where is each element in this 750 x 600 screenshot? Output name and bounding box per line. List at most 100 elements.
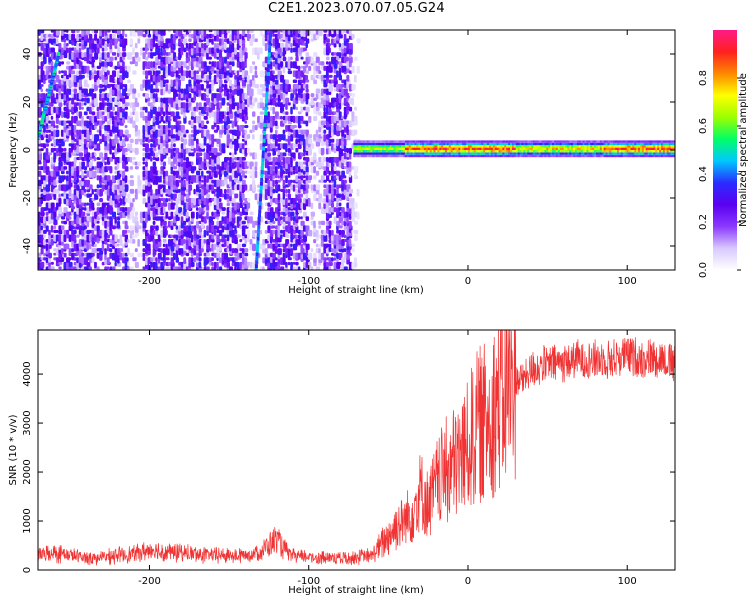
spectrogram-cell [323, 202, 326, 209]
spectrogram-cell [331, 79, 335, 84]
spectrogram-cell [203, 125, 208, 130]
spectrogram-cell [343, 65, 347, 72]
spectrogram-cell [285, 97, 290, 103]
spectrogram-cell [137, 129, 141, 136]
spectrogram-cell [416, 142, 419, 146]
spectrogram-cell [73, 52, 77, 60]
spectrogram-cell [132, 56, 136, 64]
spectrogram-cell [116, 239, 121, 243]
spectrogram-cell [246, 97, 251, 105]
spectrogram-cell [446, 150, 450, 153]
spectrogram-cell [66, 106, 70, 114]
spectrogram-cell [308, 198, 311, 206]
spectrogram-cell [336, 156, 340, 164]
spectrogram-cell [262, 33, 265, 42]
spectrogram-cell [152, 74, 156, 82]
spectrogram-cell [96, 143, 101, 151]
spectrogram-cell [315, 129, 319, 138]
spectrogram-cell [188, 93, 192, 99]
spectrogram-cell [173, 170, 176, 176]
spectrogram-cell [203, 93, 207, 101]
spectrogram-cell [280, 61, 284, 68]
spectrogram-cell [81, 106, 84, 110]
spectrogram-cell [431, 150, 435, 153]
spectrogram-cell [226, 129, 230, 135]
spectrogram-cell [165, 143, 169, 149]
spectrogram-cell [73, 161, 77, 169]
spectrogram-cell [104, 188, 108, 195]
spectrogram-cell [297, 111, 302, 115]
spectrogram-cell [236, 70, 240, 78]
spectrogram-cell [224, 84, 228, 91]
spectrogram-cell [152, 88, 156, 93]
spectrogram-cell [157, 234, 161, 242]
spectrogram-cell [160, 56, 164, 63]
spectrogram-cell [221, 93, 224, 97]
spectrogram-cell [167, 30, 171, 33]
spectrogram-cell [401, 150, 404, 153]
spectrogram-cell [262, 257, 266, 264]
spectrogram-cell [198, 47, 202, 53]
spectrogram-cell [360, 140, 364, 143]
spectrogram-cell [116, 257, 120, 264]
spectrogram-cell [420, 140, 423, 143]
spectrogram-cell [443, 145, 446, 148]
spectrogram-cell [343, 188, 348, 196]
spectrogram-cell [134, 193, 138, 200]
spectrogram-cell [305, 111, 309, 117]
spectrogram-cell [229, 143, 234, 149]
spectrogram-cell [104, 161, 107, 166]
spectrogram-cell [292, 152, 296, 159]
spectrogram-cell [378, 154, 381, 158]
spectrogram-cell [343, 184, 347, 190]
spectrogram-cell [313, 115, 318, 122]
spectrogram-cell [422, 147, 425, 150]
spectrogram-cell [124, 125, 128, 129]
spectrogram-cell [443, 147, 446, 150]
spectrogram-cell [328, 261, 333, 267]
spectrogram-cell [129, 225, 133, 232]
spectrogram-cell [254, 161, 258, 167]
spectrogram-cell [246, 202, 251, 209]
spectrogram-cell [391, 147, 394, 150]
spectrogram-cell [221, 147, 226, 154]
spectrogram-cell [83, 229, 87, 235]
spectrogram-cell [201, 70, 205, 78]
spectrogram-cell [372, 147, 375, 150]
spectrogram-cell [206, 225, 209, 232]
spectrogram-cell [370, 154, 373, 158]
spectrogram-cell [152, 220, 156, 226]
spectrogram-cell [53, 193, 57, 200]
spectrogram-cell [167, 88, 171, 94]
spectrogram-cell [376, 147, 379, 150]
spectrogram-cell [282, 129, 286, 135]
spectrogram-cell [88, 138, 92, 146]
spectrogram-cell [351, 248, 355, 253]
spectrogram-cell [206, 52, 209, 60]
spectrogram-cell [357, 145, 360, 148]
spectrogram-cell [208, 179, 212, 185]
spectrogram-cell [145, 70, 148, 76]
spectrogram-cell [216, 47, 220, 54]
spectrogram-cell [55, 93, 59, 100]
spectrogram-cell [310, 248, 314, 253]
spectrogram-cell [325, 252, 329, 257]
spectrogram-cell [385, 152, 389, 155]
spectrogram-cell [300, 202, 304, 210]
spectrogram-cell [38, 188, 41, 194]
spectrogram-cell [331, 138, 335, 143]
spectrogram-cell [287, 33, 291, 42]
spectrogram-cell [383, 150, 387, 153]
spectrogram-cell [201, 42, 204, 49]
spectrogram-cell [378, 140, 381, 143]
spectrogram-cell [109, 56, 114, 61]
spectrogram-cell [165, 198, 169, 203]
spectrogram-cell [331, 207, 335, 213]
spectrogram-cell [445, 140, 448, 143]
spectrogram-cell [195, 211, 199, 220]
spectrogram-cell [380, 147, 383, 150]
spectrogram-cell [203, 111, 207, 115]
spectrogram-cell [167, 120, 171, 129]
spectrogram-cell [323, 257, 327, 263]
spectrogram-cell [129, 188, 135, 194]
